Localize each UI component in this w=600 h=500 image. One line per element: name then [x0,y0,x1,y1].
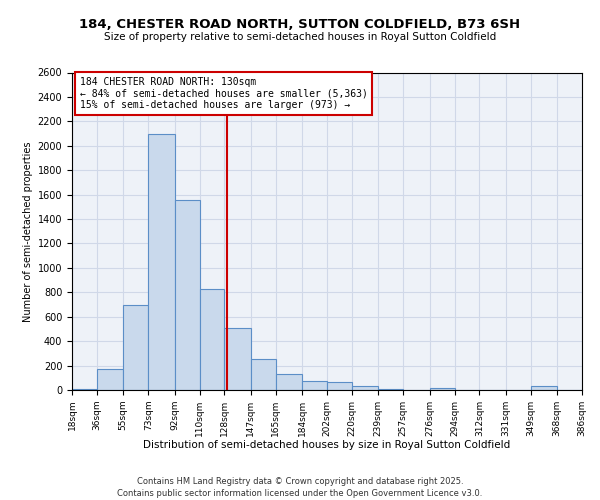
Bar [224,328,251,390]
Text: Size of property relative to semi-detached houses in Royal Sutton Coldfield: Size of property relative to semi-detach… [104,32,496,42]
Text: 184 CHESTER ROAD NORTH: 130sqm
← 84% of semi-detached houses are smaller (5,363): 184 CHESTER ROAD NORTH: 130sqm ← 84% of … [80,78,368,110]
Bar [531,386,557,390]
Text: 184, CHESTER ROAD NORTH, SUTTON COLDFIELD, B73 6SH: 184, CHESTER ROAD NORTH, SUTTON COLDFIEL… [79,18,521,30]
Bar [378,389,403,390]
Bar [352,386,378,390]
Bar [430,388,455,390]
Y-axis label: Number of semi-detached properties: Number of semi-detached properties [23,141,34,322]
Text: Contains HM Land Registry data © Crown copyright and database right 2025.: Contains HM Land Registry data © Crown c… [137,478,463,486]
Bar [148,134,175,390]
Bar [200,288,224,390]
Bar [276,374,302,390]
Bar [175,200,199,390]
Bar [302,381,327,390]
X-axis label: Distribution of semi-detached houses by size in Royal Sutton Coldfield: Distribution of semi-detached houses by … [143,440,511,450]
Bar [251,360,276,390]
Text: Contains public sector information licensed under the Open Government Licence v3: Contains public sector information licen… [118,489,482,498]
Bar [327,382,352,390]
Bar [97,368,123,390]
Bar [123,304,148,390]
